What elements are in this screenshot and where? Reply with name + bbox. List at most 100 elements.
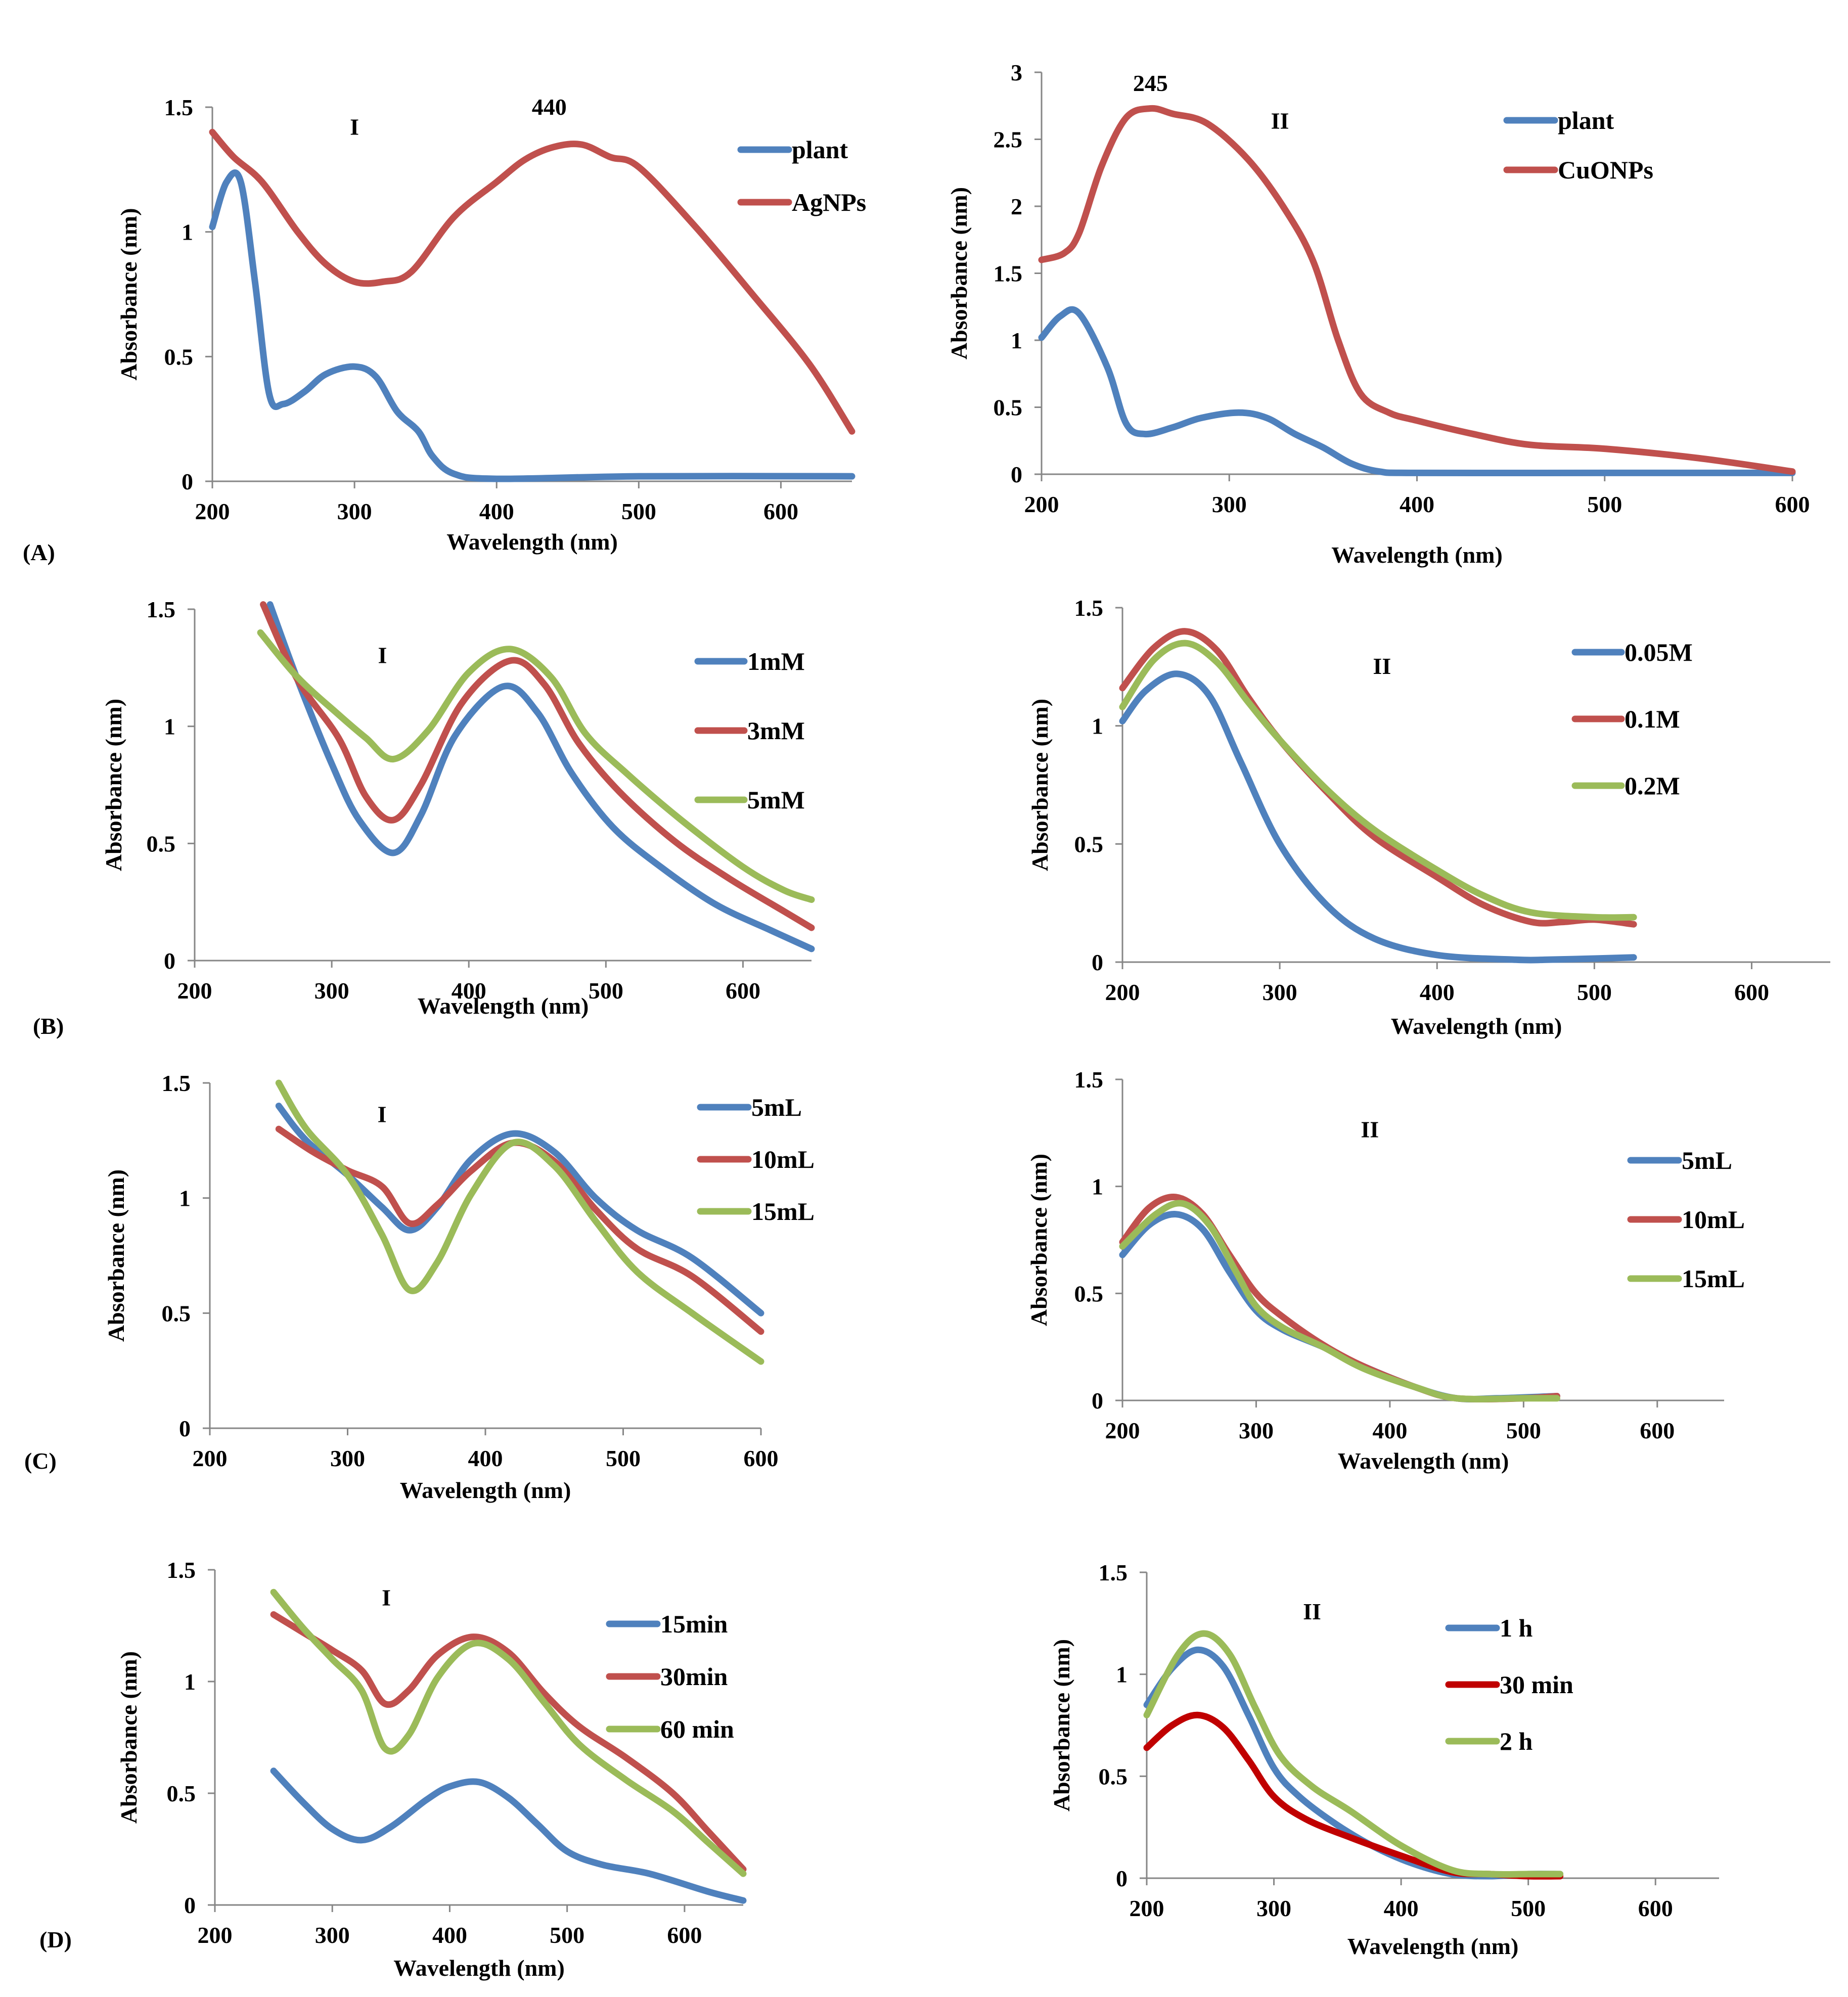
- legend-label: 10mL: [751, 1145, 815, 1173]
- legend-label: plant: [1558, 106, 1614, 134]
- x-tick-label: 200: [177, 978, 212, 1004]
- legend-label: 30 min: [1500, 1670, 1573, 1699]
- y-tick-label: 0: [1092, 949, 1103, 975]
- y-axis-title: Absorbance (nm): [116, 1651, 142, 1824]
- x-tick-label: 300: [314, 978, 349, 1004]
- y-tick-label: 0: [1116, 1866, 1128, 1891]
- legend-label: 1 h: [1500, 1614, 1533, 1642]
- annotation-label: I: [378, 1101, 387, 1127]
- series-line-1mm: [266, 601, 815, 952]
- annotation-label: II: [1271, 108, 1289, 133]
- y-tick-label: 1: [1116, 1662, 1128, 1688]
- series-line-0.05m: [1119, 670, 1637, 964]
- x-tick-label: 300: [1239, 1418, 1274, 1443]
- y-axis-title: Absorbance (nm): [946, 187, 972, 359]
- row-label-c: (C): [24, 1448, 57, 1474]
- y-tick-label: 0.5: [1074, 831, 1104, 857]
- series-line-plant: [1038, 306, 1796, 477]
- y-tick-label: 0: [184, 1892, 196, 1918]
- series-line-5mm: [257, 629, 815, 903]
- y-tick-label: 1.5: [1074, 595, 1104, 621]
- chart-d-i: 0 0.5 1 1.5 200 300 400 500 600 Wavelength (nm) Ab…: [116, 1557, 747, 1981]
- x-tick-label: 500: [550, 1922, 584, 1948]
- x-axis-title: Wavelength (nm): [1347, 1933, 1519, 1959]
- y-tick-label: 0: [179, 1416, 191, 1441]
- series-line-agnps: [209, 128, 855, 435]
- legend-label: AgNPs: [792, 188, 866, 216]
- y-tick-label: 0: [1011, 462, 1022, 487]
- chart-d-ii: 0 0.5 1 1.5 200 300 400 500 600 Wavelength (nm) Ab…: [1049, 1560, 1719, 1959]
- x-tick-label: 200: [193, 1445, 228, 1471]
- x-tick-label: 200: [195, 498, 230, 524]
- series-line-2-h: [1143, 1630, 1564, 1878]
- y-axis-title: Absorbance (nm): [1049, 1639, 1074, 1811]
- series-line-30min: [270, 1611, 747, 1873]
- series-line-60-min: [270, 1588, 747, 1877]
- x-tick-label: 500: [589, 978, 623, 1004]
- x-tick-label: 300: [1256, 1895, 1291, 1921]
- x-tick-label: 400: [468, 1445, 503, 1471]
- x-tick-label: 200: [1105, 1418, 1140, 1443]
- x-axis-title: Wavelength (nm): [1391, 1013, 1562, 1039]
- chart-b-ii: 0 0.5 1 1.5 200 300 400 500 600 Wavelength (nm) Ab…: [1027, 595, 1830, 1039]
- legend-label: 3mM: [747, 716, 805, 745]
- y-tick-label: 0: [182, 469, 193, 494]
- y-tick-label: 3: [1011, 60, 1022, 85]
- x-tick-label: 600: [1734, 979, 1769, 1005]
- y-axis-title: Absorbance (nm): [103, 1169, 129, 1342]
- chart-c-i: 0 0.5 1 1.5 200 300 400 500 600 Wavelength (nm) Ab…: [103, 1070, 815, 1503]
- annotation-label: II: [1373, 653, 1391, 679]
- y-axis-title: Absorbance (nm): [1026, 1154, 1052, 1326]
- y-tick-label: 1: [182, 219, 193, 245]
- x-tick-label: 600: [763, 498, 798, 524]
- x-tick-label: 400: [1372, 1418, 1407, 1443]
- legend-label: 15mL: [1682, 1264, 1745, 1293]
- y-tick-label: 0.5: [994, 395, 1023, 421]
- series-line-3mm: [260, 601, 815, 931]
- x-axis-title: Wavelength (nm): [400, 1477, 571, 1503]
- x-axis-title: Wavelength (nm): [1338, 1448, 1509, 1474]
- x-tick-label: 200: [1130, 1895, 1164, 1921]
- legend-label: 15min: [660, 1610, 728, 1638]
- x-axis-title: Wavelength (nm): [1331, 542, 1503, 568]
- x-tick-label: 600: [667, 1922, 702, 1948]
- x-axis-title: Wavelength (nm): [446, 529, 618, 555]
- series-line-15min: [270, 1767, 747, 1904]
- legend-label: 5mL: [1682, 1146, 1732, 1174]
- series-line-15ml: [1119, 1200, 1560, 1402]
- y-tick-label: 1: [179, 1186, 191, 1211]
- y-axis-title: Absorbance (nm): [101, 699, 126, 871]
- legend-label: 60 min: [660, 1715, 734, 1743]
- annotation-label: I: [382, 1585, 391, 1611]
- x-axis-title: Wavelength (nm): [393, 1955, 565, 1981]
- y-tick-label: 1.5: [1099, 1560, 1128, 1585]
- y-tick-label: 0.5: [1099, 1763, 1128, 1789]
- y-tick-label: 2.5: [994, 127, 1023, 153]
- x-axis-title: Wavelength (nm): [418, 993, 589, 1019]
- legend-label: 0.05M: [1625, 638, 1693, 666]
- x-tick-label: 500: [1506, 1418, 1541, 1443]
- x-tick-label: 300: [315, 1922, 350, 1948]
- x-tick-label: 300: [1263, 979, 1297, 1005]
- series-line-0.2m: [1119, 640, 1637, 921]
- legend-label: plant: [792, 135, 848, 164]
- chart-b-i: 0 0.5 1 1.5 200 300 400 500 600 Wavelength (nm) Ab…: [101, 597, 815, 1019]
- x-tick-label: 400: [1384, 1895, 1419, 1921]
- x-tick-label: 500: [1577, 979, 1612, 1005]
- x-tick-label: 400: [1400, 491, 1434, 517]
- chart-c-ii: 0 0.5 1 1.5 200 300 400 500 600 Wavelength (nm) Ab…: [1026, 1067, 1745, 1474]
- series-line-plant: [209, 169, 855, 482]
- y-tick-label: 0.5: [162, 1300, 191, 1326]
- series-line-cuonps: [1038, 105, 1796, 475]
- series-line-5ml: [275, 1103, 764, 1317]
- x-tick-label: 600: [726, 978, 760, 1004]
- x-tick-label: 200: [1105, 979, 1140, 1005]
- y-tick-label: 0: [1092, 1388, 1103, 1414]
- y-tick-label: 2: [1011, 194, 1022, 219]
- x-tick-label: 500: [1587, 491, 1622, 517]
- x-tick-label: 400: [452, 978, 486, 1004]
- row-label-d: (D): [39, 1927, 72, 1953]
- x-tick-label: 200: [198, 1922, 233, 1948]
- y-tick-label: 0.5: [167, 1781, 196, 1806]
